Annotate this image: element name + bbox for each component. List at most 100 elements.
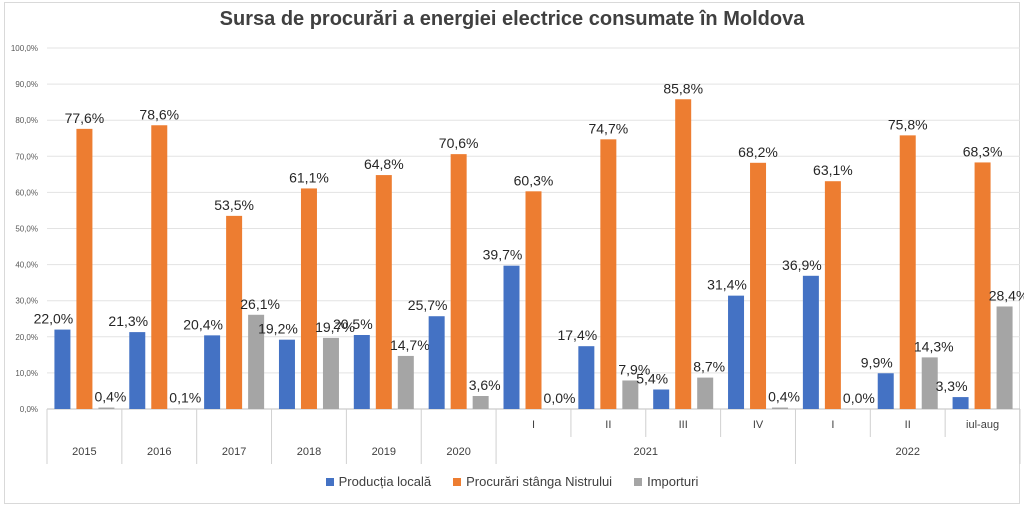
bar-2 [996,306,1013,409]
data-label: 68,3% [963,143,1003,159]
data-label: 20,4% [183,316,223,332]
bar-1 [300,188,317,409]
bar-1 [525,191,542,409]
data-label: 68,2% [738,144,778,160]
chart-title: Sursa de procurări a energiei electrice … [219,8,805,30]
bar-1 [974,162,991,409]
bar-0 [129,332,146,409]
bar-0 [353,334,370,409]
data-label: 60,3% [514,172,554,188]
data-label: 31,4% [707,277,747,293]
data-label: 63,1% [813,162,853,178]
data-label: 20,5% [333,316,373,332]
x-category-label: 2015 [72,446,96,458]
bar-1 [824,181,841,409]
bar-0 [278,339,295,409]
bar-0 [503,265,520,409]
y-tick-label: 20,0% [15,333,38,342]
bar-2 [697,377,714,409]
bar-0 [728,295,745,409]
data-label: 77,6% [65,110,105,126]
bar-1 [226,215,243,409]
data-label: 36,9% [782,257,822,273]
bar-2 [397,355,414,409]
data-label: 78,6% [139,106,179,122]
data-label: 17,4% [557,327,597,343]
bar-0 [653,389,670,409]
x-category-label: 2017 [222,446,246,458]
data-label: 14,7% [390,337,430,353]
y-tick-label: 10,0% [15,369,38,378]
bar-2 [98,407,115,409]
bar-1 [151,125,168,409]
bar-1 [76,128,93,409]
bar-2 [921,357,938,409]
data-label: 0,4% [94,389,126,405]
legend-item: Procurări stânga Nistrului [453,474,612,489]
data-label: 61,1% [289,169,329,185]
data-label: 14,3% [914,338,954,354]
legend-label: Importuri [647,474,699,489]
y-tick-label: 40,0% [15,261,38,270]
legend-swatch [634,477,643,486]
data-label: 5,4% [636,371,668,387]
data-label: 8,7% [693,359,725,375]
y-tick-label: 70,0% [15,152,38,161]
data-label: 25,7% [408,297,448,313]
bar-1 [600,139,617,409]
data-label: 22,0% [34,311,74,327]
y-tick-label: 90,0% [15,80,38,89]
bar-0 [578,346,595,409]
bar-0 [428,316,445,409]
chart-frame [4,2,1020,504]
x-category-label: 2018 [297,446,321,458]
data-label: 85,8% [663,80,703,96]
y-tick-label: 100,0% [11,44,38,53]
data-label: 39,7% [483,247,523,263]
bar-1 [675,99,692,410]
x-category-label: 2020 [446,446,470,458]
y-tick-label: 80,0% [15,116,38,125]
bar-2 [622,380,639,409]
x-category-label: 2016 [147,446,171,458]
bar-1 [450,154,467,409]
data-label: 7,9% [618,361,650,377]
x-category-label: III [679,419,688,431]
data-label: 3,3% [936,378,968,394]
x-category-label: iul-aug [966,419,999,431]
bar-2 [248,314,265,409]
y-tick-label: 30,0% [15,297,38,306]
chart-legend: Producția locală Procurări stânga Nistrul… [0,474,1024,489]
y-tick-label: 60,0% [15,188,38,197]
data-label: 3,6% [469,377,501,393]
bar-2 [772,407,789,409]
x-category-label: 2019 [372,446,396,458]
legend-swatch [325,477,334,486]
legend-label: Producția locală [338,474,432,489]
y-tick-label: 50,0% [15,225,38,234]
data-label: 0,1% [169,390,201,406]
x-group-label: 2022 [895,446,919,458]
bar-2 [322,337,339,409]
data-label: 53,5% [214,197,254,213]
x-group-label: 2021 [634,446,658,458]
x-category-label: I [831,419,834,431]
bar-2 [472,396,489,409]
legend-item: Importuri [634,474,698,489]
data-label: 21,3% [108,313,148,329]
x-category-label: II [905,419,911,431]
data-label: 9,9% [861,354,893,370]
legend-item: Producția locală [325,474,432,489]
legend-label: Procurări stânga Nistrului [466,474,613,489]
x-category-label: IV [753,419,764,431]
bar-0 [54,329,71,409]
y-tick-label: 0,0% [20,405,38,414]
bar-0 [877,373,894,409]
data-label: 70,6% [439,135,479,151]
data-label: 19,7% [315,319,355,335]
x-category-label: II [605,419,611,431]
data-label: 74,7% [588,120,628,136]
bar-1 [899,135,916,409]
data-label: 28,4% [989,287,1024,303]
bar-1 [375,175,392,409]
